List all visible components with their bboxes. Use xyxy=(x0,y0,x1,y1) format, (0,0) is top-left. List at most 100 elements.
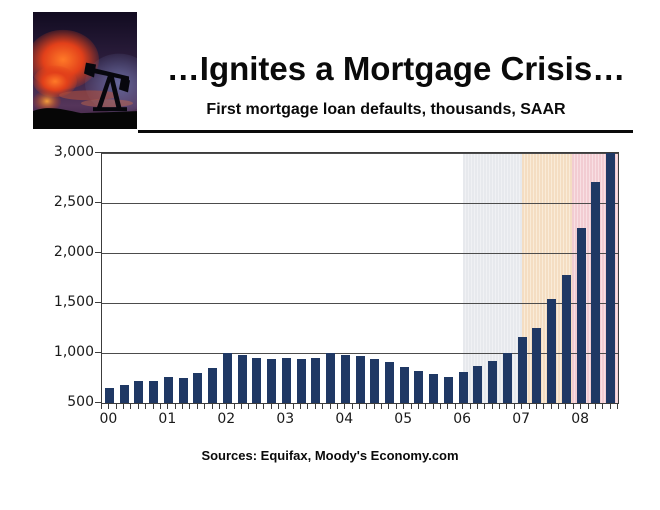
x-tick xyxy=(491,403,493,409)
x-year-label-04: 04 xyxy=(335,411,354,427)
bar-2003-Q3 xyxy=(311,357,321,403)
bar-2006-Q2 xyxy=(473,365,483,403)
y-tick-2000 xyxy=(95,252,101,253)
bar-2000-Q1 xyxy=(104,388,114,403)
x-tick xyxy=(484,403,486,409)
x-tick xyxy=(432,403,434,409)
bar-2003-Q1 xyxy=(281,357,291,403)
bar-2006-Q4 xyxy=(502,353,512,403)
y-tick-label-2000: 2,000 xyxy=(53,244,94,260)
bar-2000-Q4 xyxy=(149,380,159,403)
bar-2007-Q2 xyxy=(532,327,542,403)
x-tick xyxy=(336,403,338,409)
x-tick xyxy=(115,403,117,409)
x-tick xyxy=(462,403,464,409)
bar-2008-Q1 xyxy=(576,228,586,403)
x-tick xyxy=(617,403,618,409)
x-tick xyxy=(285,403,287,409)
x-tick xyxy=(440,403,442,409)
x-tick xyxy=(218,403,220,409)
x-tick xyxy=(395,403,397,409)
x-tick xyxy=(521,403,523,409)
x-year-label-05: 05 xyxy=(394,411,413,427)
x-tick xyxy=(344,403,346,409)
bar-2004-Q4 xyxy=(384,361,394,403)
x-tick xyxy=(189,403,191,409)
bar-2000-Q3 xyxy=(134,381,144,403)
x-tick xyxy=(322,403,324,409)
y-tick-label-1500: 1,500 xyxy=(53,294,94,310)
bar-2002-Q4 xyxy=(267,358,277,403)
x-tick xyxy=(410,403,412,409)
x-year-label-08: 08 xyxy=(571,411,590,427)
x-tick xyxy=(277,403,279,409)
header-divider xyxy=(138,130,633,133)
bar-2007-Q3 xyxy=(547,299,557,403)
x-tick xyxy=(307,403,309,409)
x-tick xyxy=(499,403,501,409)
bar-2004-Q1 xyxy=(340,354,350,403)
x-tick xyxy=(270,403,272,409)
x-tick xyxy=(211,403,213,409)
x-tick xyxy=(454,403,456,409)
x-tick xyxy=(373,403,375,409)
y-tick-label-1000: 1,000 xyxy=(53,344,94,360)
gridline-2000 xyxy=(102,253,618,254)
bar-2008-Q2 xyxy=(591,182,601,403)
x-tick xyxy=(528,403,530,409)
plot-area xyxy=(101,152,619,404)
x-year-label-06: 06 xyxy=(453,411,472,427)
x-tick xyxy=(300,403,302,409)
bar-2005-Q3 xyxy=(429,373,439,403)
bar-2004-Q2 xyxy=(355,355,365,403)
gridline-1500 xyxy=(102,303,618,304)
page-subtitle: First mortgage loan defaults, thousands,… xyxy=(206,101,566,118)
x-tick xyxy=(447,403,449,409)
x-tick xyxy=(388,403,390,409)
x-tick xyxy=(255,403,257,409)
bar-2007-Q1 xyxy=(517,336,527,403)
bar-2001-Q4 xyxy=(208,368,218,403)
x-tick xyxy=(572,403,574,409)
y-tick-1500 xyxy=(95,302,101,303)
bar-2003-Q4 xyxy=(326,352,335,403)
x-tick xyxy=(513,403,515,409)
x-tick xyxy=(476,403,478,409)
pumpjack-sunset-illustration xyxy=(33,12,137,129)
x-tick xyxy=(167,403,169,409)
y-tick-label-500: 500 xyxy=(67,394,94,410)
x-tick xyxy=(403,403,405,409)
bar-2001-Q3 xyxy=(193,373,203,403)
y-tick-500 xyxy=(95,402,101,403)
bar-2007-Q4 xyxy=(561,274,571,403)
bar-2002-Q2 xyxy=(237,355,247,403)
y-tick-2500 xyxy=(95,202,101,203)
x-tick xyxy=(351,403,353,409)
x-tick xyxy=(535,403,537,409)
bar-2000-Q2 xyxy=(119,384,129,403)
x-tick xyxy=(292,403,294,409)
pumpjack-photo xyxy=(33,12,137,129)
x-tick xyxy=(174,403,176,409)
x-tick xyxy=(159,403,161,409)
x-year-label-02: 02 xyxy=(217,411,236,427)
x-tick xyxy=(152,403,154,409)
x-tick xyxy=(329,403,331,409)
bar-2003-Q2 xyxy=(296,358,306,403)
bar-2005-Q2 xyxy=(414,371,424,403)
x-tick xyxy=(602,403,604,409)
y-tick-label-3000: 3,000 xyxy=(53,144,94,160)
x-year-label-07: 07 xyxy=(512,411,531,427)
x-tick xyxy=(130,403,132,409)
x-tick xyxy=(558,403,560,409)
gridline-2500 xyxy=(102,203,618,204)
x-tick xyxy=(550,403,552,409)
x-tick xyxy=(366,403,368,409)
bar-2006-Q3 xyxy=(488,361,498,403)
x-tick xyxy=(580,403,582,409)
bar-2005-Q4 xyxy=(443,376,453,403)
x-tick xyxy=(506,403,508,409)
x-tick xyxy=(241,403,243,409)
x-tick xyxy=(425,403,427,409)
y-tick-label-2500: 2,500 xyxy=(53,194,94,210)
